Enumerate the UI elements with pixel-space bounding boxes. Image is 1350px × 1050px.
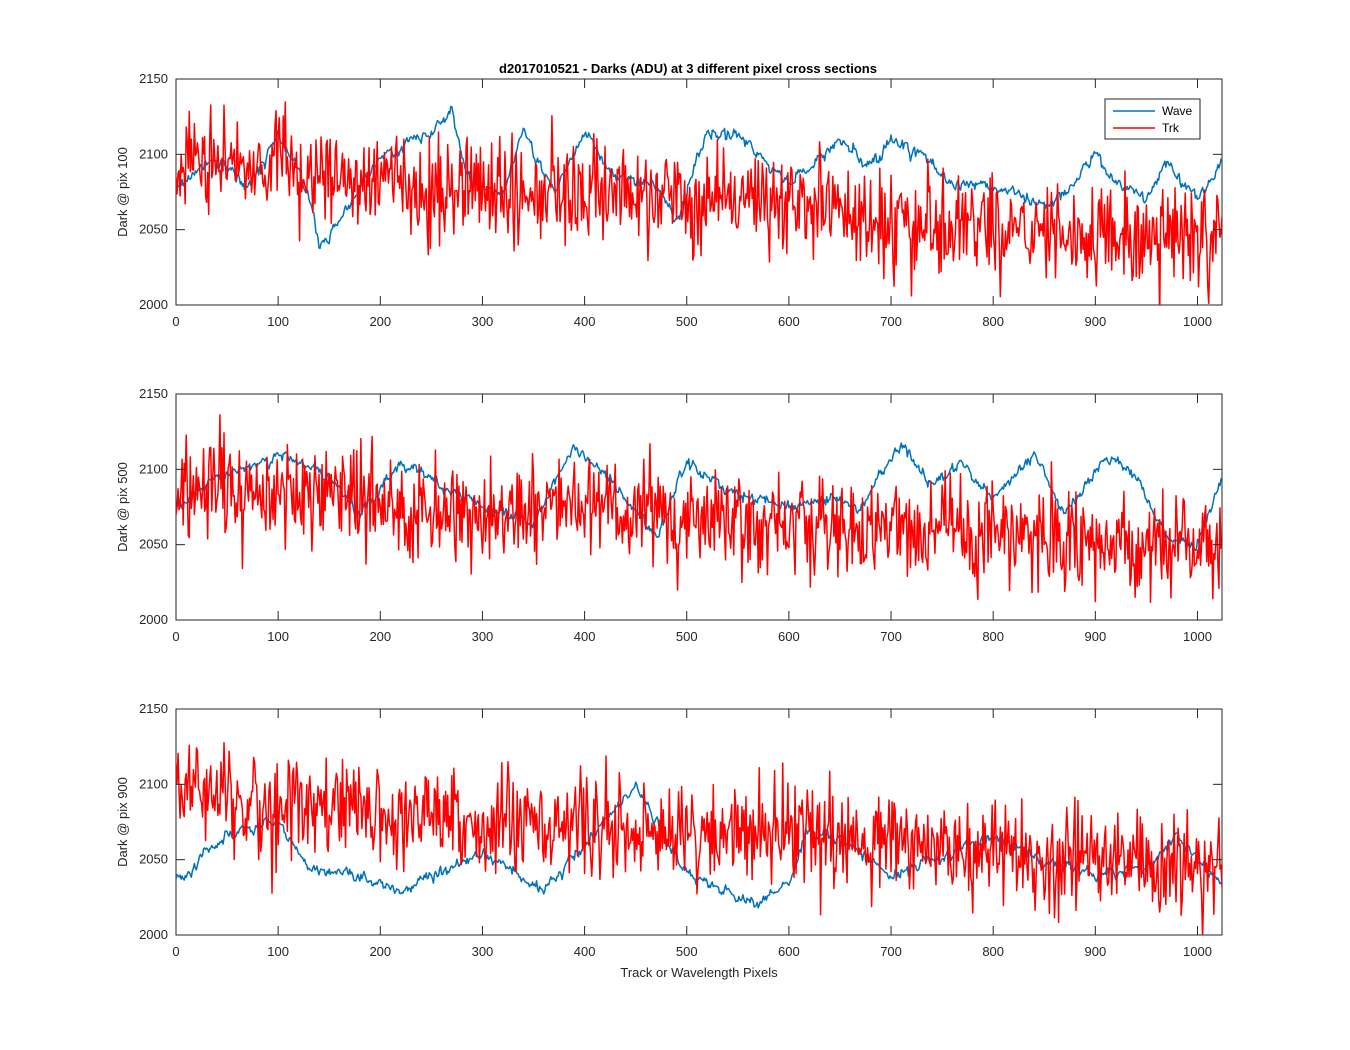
x-tick-label: 400 xyxy=(574,944,596,959)
series-trk-line xyxy=(176,414,1222,604)
x-tick-label: 0 xyxy=(172,314,179,329)
x-tick-label: 700 xyxy=(880,629,902,644)
panel-3: 0 100 200 300 400 500 600 700 800 900 1000 2000 2050… xyxy=(115,701,1223,959)
x-tick-label: 700 xyxy=(880,314,902,329)
axes-box xyxy=(175,708,1223,936)
panels: 0 100 200 300 400 500 600 700 800 900 100020002050… xyxy=(115,71,1223,959)
x-tick-label: 900 xyxy=(1084,629,1106,644)
y-tick-label: 2100 xyxy=(139,146,168,161)
y-tick-label: 2150 xyxy=(139,71,168,86)
y-axis-label: Dark @ pix 500 xyxy=(115,462,130,552)
x-tick-label: 200 xyxy=(369,944,391,959)
y-tick-label: 2100 xyxy=(139,461,168,476)
x-tick-label: 500 xyxy=(676,629,698,644)
x-tick-label: 900 xyxy=(1084,944,1106,959)
panel-1: 0 100 200 300 400 500 600 700 800 900 1000 2000 2050… xyxy=(115,71,1223,329)
x-tick-label: 500 xyxy=(676,944,698,959)
y-tick-label: 2000 xyxy=(139,927,168,942)
x-tick-label: 700 xyxy=(880,944,902,959)
x-tick-label: 800 xyxy=(982,314,1004,329)
x-tick-label: 100 xyxy=(267,944,289,959)
panel-2: 0 100 200 300 400 500 600 700 800 900 1000 2000 2050… xyxy=(115,386,1223,644)
y-tick-label: 2150 xyxy=(139,386,168,401)
x-tick-label: 300 xyxy=(472,629,494,644)
x-tick-label: 600 xyxy=(778,314,800,329)
x-tick-label: 900 xyxy=(1084,314,1106,329)
series-trk-line xyxy=(176,741,1222,935)
legend-label-trk: Trk xyxy=(1162,121,1180,135)
x-tick-label: 300 xyxy=(472,314,494,329)
y-tick-label: 2100 xyxy=(139,776,168,791)
y-tick-label: 2000 xyxy=(139,612,168,627)
y-axis-label: Dark @ pix 900 xyxy=(115,777,130,867)
x-tick-label: 100 xyxy=(267,629,289,644)
x-tick-label: 600 xyxy=(778,944,800,959)
legend: Wave Trk xyxy=(1104,98,1201,140)
legend-label-wave: Wave xyxy=(1162,104,1193,118)
series-group xyxy=(176,741,1222,935)
series-group xyxy=(176,101,1222,305)
x-tick-label: 800 xyxy=(982,629,1004,644)
y-tick-label: 2050 xyxy=(139,537,168,552)
x-tick-label: 800 xyxy=(982,944,1004,959)
x-tick-label: 1000 xyxy=(1183,629,1212,644)
x-tick-label: 0 xyxy=(172,944,179,959)
x-tick-label: 200 xyxy=(369,629,391,644)
x-tick-label: 1000 xyxy=(1183,314,1212,329)
x-tick-label: 0 xyxy=(172,629,179,644)
x-tick-label: 600 xyxy=(778,629,800,644)
x-tick-label: 400 xyxy=(574,629,596,644)
chart-title: d2017010521 - Darks (ADU) at 3 different… xyxy=(499,61,877,76)
y-tick-label: 2150 xyxy=(139,701,168,716)
series-trk-line xyxy=(176,101,1222,305)
x-tick-label: 300 xyxy=(472,944,494,959)
x-tick-label: 500 xyxy=(676,314,698,329)
x-tick-label: 100 xyxy=(267,314,289,329)
legend-box xyxy=(1104,98,1201,140)
x-axis-label: Track or Wavelength Pixels xyxy=(620,965,778,980)
y-tick-label: 2050 xyxy=(139,852,168,867)
y-tick-label: 2000 xyxy=(139,297,168,312)
x-tick-label: 400 xyxy=(574,314,596,329)
x-tick-label: 200 xyxy=(369,314,391,329)
series-group xyxy=(176,414,1222,604)
y-axis-label: Dark @ pix 100 xyxy=(115,147,130,237)
x-tick-label: 1000 xyxy=(1183,944,1212,959)
y-tick-label: 2050 xyxy=(139,222,168,237)
